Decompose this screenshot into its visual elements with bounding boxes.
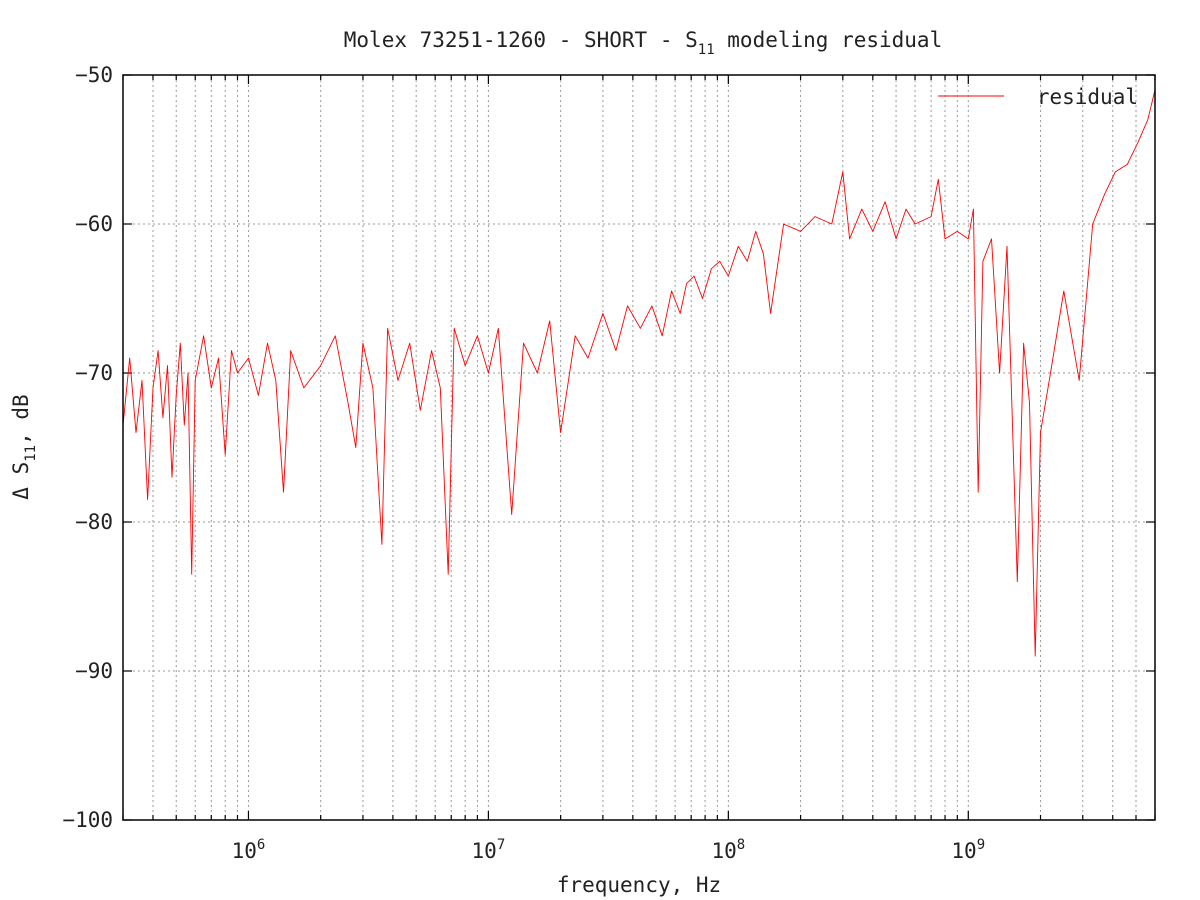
series-residual-line <box>122 89 1156 657</box>
x-tick-label: 107 <box>472 837 506 863</box>
x-tick-label: 109 <box>951 837 985 863</box>
y-tick-label: −50 <box>75 63 113 87</box>
grid <box>122 74 1156 821</box>
axis-ticks <box>122 74 1156 821</box>
x-tick-label: 106 <box>232 837 266 863</box>
legend-label-residual: residual <box>1037 85 1138 109</box>
y-tick-label: −60 <box>75 212 113 236</box>
x-axis-label: frequency, Hz <box>557 873 721 897</box>
y-tick-label: −80 <box>75 510 113 534</box>
chart-title: Molex 73251-1260 - SHORT - S11 modeling … <box>344 28 942 58</box>
legend: residual <box>938 85 1138 109</box>
plot-frame <box>122 74 1156 821</box>
y-tick-label: −90 <box>75 659 113 683</box>
y-tick-label: −70 <box>75 361 113 385</box>
y-tick-label: −100 <box>62 808 113 832</box>
tick-labels: −50 −60 −70 −80 −90 −100 106 107 108 109 <box>62 63 985 863</box>
y-axis-label: Δ S11, dB <box>9 394 39 499</box>
x-tick-label: 108 <box>711 837 745 863</box>
